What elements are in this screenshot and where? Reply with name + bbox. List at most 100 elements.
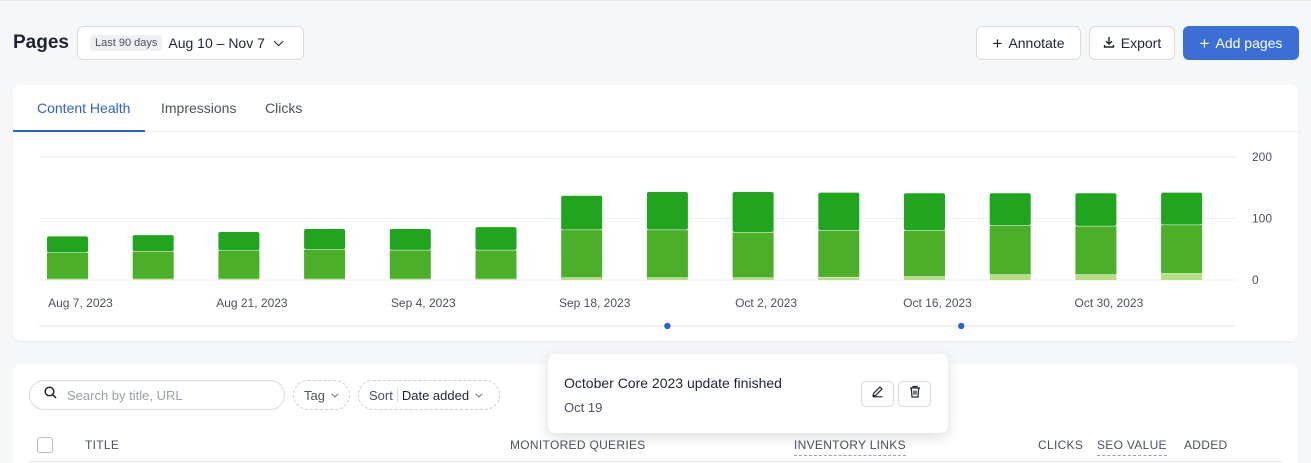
chevron-down-icon [331,390,339,398]
add-pages-label: Add pages [1215,35,1283,51]
bar-segment [304,278,346,280]
annotate-button[interactable]: + Annotate [976,26,1081,60]
search-icon [44,386,57,404]
bar-segment [646,192,688,230]
bar-segment [732,192,774,233]
chevron-down-icon [475,390,483,398]
column-header-monitored-queries[interactable]: MONITORED QUERIES [510,438,646,452]
bar-segment [475,278,517,280]
sort-value: Date added [401,387,470,403]
bar-segment [904,193,945,231]
column-header-title[interactable]: TITLE [85,438,120,452]
bar-segment [561,195,603,230]
bar-segment [1161,224,1203,274]
y-tick-label: 100 [1252,212,1272,226]
bar-segment [304,228,346,250]
page-title: Pages [13,32,69,53]
content-health-chart: 0 100 200 Aug 7, 2023 Aug 21, 2023 Sep 4, 202… [39,150,1272,330]
chevron-down-icon [273,35,284,46]
date-range-badge: Last 90 days [90,35,163,51]
bar-segment [132,251,174,279]
annotation-date: Oct 19 [564,400,603,415]
edit-annotation-button[interactable] [861,381,894,407]
bar-segment [1075,274,1117,280]
bar-segment [818,192,860,231]
bar-segment [218,278,260,280]
annotate-label: Annotate [1008,35,1065,51]
bar-segment [218,232,260,251]
x-tick-label: Oct 30, 2023 [1075,296,1144,310]
bar-segment [304,249,346,279]
x-tick-label: Oct 2, 2023 [735,296,797,310]
tab-content-health[interactable]: Content Health [37,100,131,116]
y-tick-label: 0 [1252,273,1259,287]
x-tick-label: Sep 4, 2023 [391,296,456,310]
chart-tabs: Content Health Impressions Clicks [13,85,1298,132]
date-range-picker[interactable]: Last 90 days Aug 10 – Nov 7 [77,26,304,60]
plus-icon: + [992,33,1003,53]
bar-segment [1075,193,1117,226]
bar-segment [989,225,1031,275]
bar-segment [904,230,945,277]
annotation-title: October Core 2023 update finished [564,375,782,391]
bar-segment [475,249,517,279]
bar-segment [389,278,431,280]
bar-segment [132,235,174,252]
search-field[interactable] [29,380,285,410]
bar-segment [561,277,603,280]
sort-separator [396,388,398,402]
bar-segment [389,249,431,279]
export-label: Export [1120,35,1162,51]
add-pages-button[interactable]: + Add pages [1183,26,1299,60]
tab-clicks[interactable]: Clicks [265,100,303,116]
annotation-popover: October Core 2023 update finished Oct 19 [548,354,948,433]
bar-segment [389,228,431,250]
column-header-inventory-links[interactable]: INVENTORY LINKS [794,438,906,456]
top-divider [0,0,1311,1]
x-tick-label: Sep 18, 2023 [559,296,631,310]
x-tick-label: Aug 7, 2023 [48,296,113,310]
bar-segment [47,236,88,253]
annotation-marker [958,322,965,330]
table-header-divider [29,461,1282,462]
bar-segment [818,230,860,277]
tag-filter[interactable]: Tag [293,380,350,410]
pencil-icon [871,385,884,403]
bar-segment [47,278,88,280]
page-header: Pages Last 90 days Aug 10 – Nov 7 + Anno… [0,24,1311,64]
sort-dropdown[interactable]: Sort Date added [358,380,500,410]
active-tab-indicator [13,130,145,132]
select-all-checkbox[interactable] [37,437,53,453]
bar-segment [646,229,688,278]
bar-segment [47,252,88,279]
sort-label: Sort [369,387,393,403]
tab-impressions[interactable]: Impressions [161,100,237,116]
bar-segment [1161,273,1203,280]
bar-segment [904,276,945,280]
bar-segment [989,193,1031,226]
export-button[interactable]: Export [1089,26,1175,60]
bar-segment [132,278,174,280]
column-header-added[interactable]: ADDED [1184,438,1228,452]
bar-segment [646,277,688,280]
bar-segment [561,229,603,278]
bar-segment [218,250,260,279]
bar-segment [818,276,860,280]
column-header-clicks[interactable]: CLICKS [1038,438,1084,452]
tag-filter-label: Tag [304,387,325,403]
column-header-seo-value[interactable]: SEO VALUE [1097,438,1167,456]
search-input[interactable] [67,387,267,403]
x-tick-label: Oct 16, 2023 [903,296,972,310]
x-tick-label: Aug 21, 2023 [216,296,288,310]
bar-segment [1161,192,1203,225]
bar-segment [732,232,774,278]
delete-annotation-button[interactable] [898,381,931,407]
bar-segment [989,274,1031,280]
bar-segment [732,277,774,280]
y-tick-label: 200 [1252,150,1272,164]
date-range-value: Aug 10 – Nov 7 [168,35,265,51]
chart-card: Content Health Impressions Clicks 0 100 20… [13,85,1298,341]
trash-icon [909,385,921,403]
bar-segment [475,227,517,250]
plus-icon: + [1199,33,1210,53]
